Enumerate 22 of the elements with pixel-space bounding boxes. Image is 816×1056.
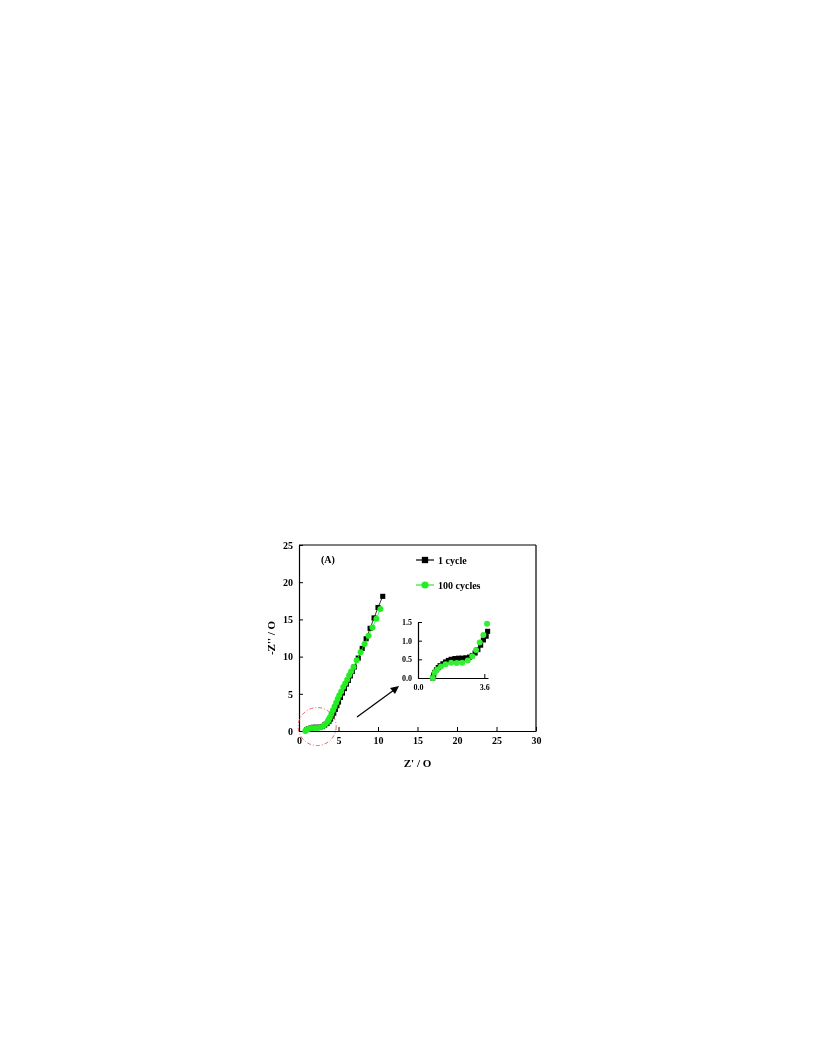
y-axis-title: -Z'' / O bbox=[265, 620, 277, 656]
x-tick-label: 25 bbox=[492, 735, 502, 747]
x-tick-label: 3.6 bbox=[479, 682, 490, 692]
y-tick-label: 0.0 bbox=[402, 674, 412, 684]
x-axis-title: Z' / O bbox=[403, 757, 432, 769]
y-tick-label: 1.5 bbox=[402, 618, 412, 628]
y-tick-label: 0 bbox=[288, 725, 293, 737]
x-tick-label: 20 bbox=[452, 735, 463, 747]
x-tick-label: 30 bbox=[531, 735, 542, 747]
y-tick-label: 10 bbox=[283, 651, 293, 663]
y-tick-label: 25 bbox=[283, 539, 293, 551]
annotation: (A) bbox=[321, 554, 335, 566]
x-tick-label: 0 bbox=[297, 735, 302, 747]
y-tick-label: 20 bbox=[283, 576, 293, 588]
y-tick-label: 15 bbox=[283, 614, 293, 626]
legend-label: 1 cycle bbox=[438, 554, 468, 566]
legend-label: 100 cycles bbox=[438, 579, 481, 591]
y-tick-label: 1.0 bbox=[402, 636, 412, 646]
x-tick-label: 5 bbox=[336, 735, 342, 747]
y-tick-label: 0.5 bbox=[402, 655, 412, 665]
x-tick-label: 10 bbox=[373, 735, 384, 747]
x-tick-label: 15 bbox=[413, 735, 423, 747]
